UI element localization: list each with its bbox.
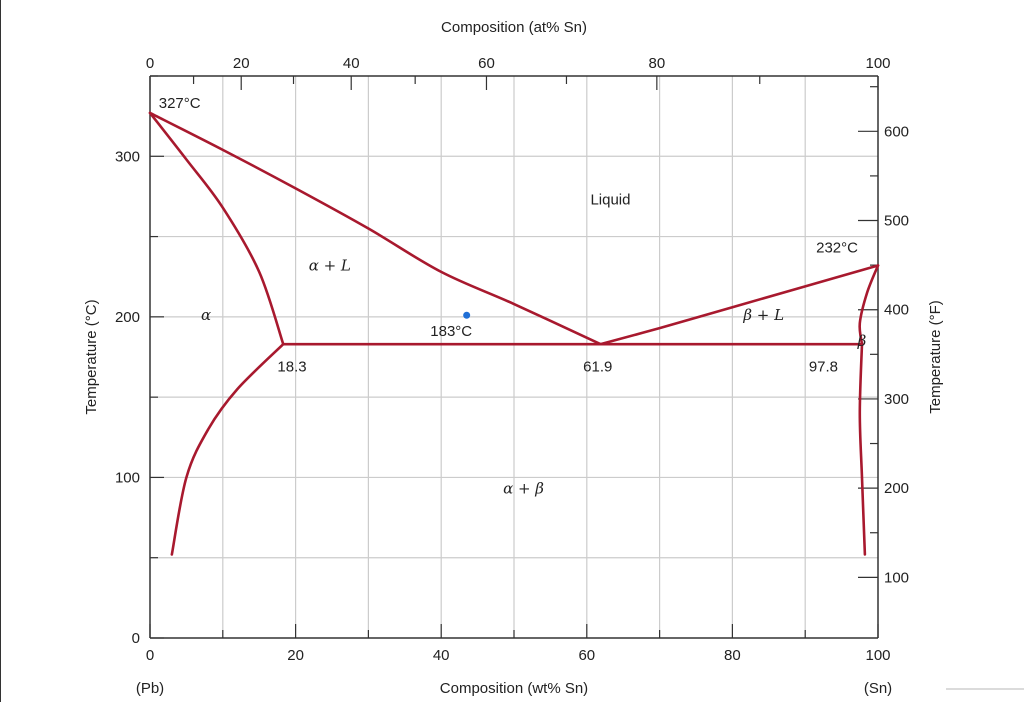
annotation-label: 232°C bbox=[816, 240, 858, 257]
x-tick-label-top: 100 bbox=[865, 55, 890, 72]
x-tick-label-top: 80 bbox=[648, 55, 665, 72]
y-tick-label-right: 500 bbox=[884, 213, 909, 230]
phase-region-label: α bbox=[201, 306, 211, 324]
phase-region-label: β + L bbox=[742, 306, 784, 324]
y-axis-label-left: Temperature (°C) bbox=[83, 299, 100, 414]
x-tick-label-bottom: 20 bbox=[287, 647, 304, 664]
phase-boundary-line bbox=[170, 342, 285, 556]
annotation-label: 18.3 bbox=[277, 358, 306, 375]
x-axis-label-bottom: Composition (wt% Sn) bbox=[440, 680, 588, 697]
phase-boundaries bbox=[148, 111, 880, 556]
annotations: 327°C 232°C 183°C 18.3 61.9 97.8 Liquid α + L α β… bbox=[159, 95, 867, 497]
x-tick-label-top: 40 bbox=[343, 55, 360, 72]
y-tick-label-left: 100 bbox=[115, 469, 140, 486]
y-tick-label-right: 100 bbox=[884, 569, 909, 586]
x-tick-label-bottom: 60 bbox=[578, 647, 595, 664]
y-tick-label-right: 300 bbox=[884, 391, 909, 408]
endpoint-label-right: (Sn) bbox=[864, 680, 892, 697]
phase-boundary-line bbox=[599, 264, 880, 346]
y-tick-label-left: 300 bbox=[115, 148, 140, 165]
y-axis-label-right: Temperature (°F) bbox=[927, 300, 944, 414]
y-tick-label-left: 200 bbox=[115, 309, 140, 326]
phase-region-label: β bbox=[857, 332, 867, 350]
ticks: 0 20 40 60 80 100 0 20 40 60 80 100 0 100 200 300 100 200… bbox=[115, 55, 909, 664]
phase-region-label: α + L bbox=[309, 256, 351, 274]
phase-boundary-line bbox=[148, 111, 285, 346]
y-tick-label-right: 400 bbox=[884, 302, 909, 319]
y-tick-label-left: 0 bbox=[132, 630, 140, 647]
phase-boundary-line bbox=[148, 111, 602, 346]
labels: Composition (at% Sn) Composition (wt% Sn… bbox=[83, 19, 944, 697]
x-axis-label-top: Composition (at% Sn) bbox=[441, 19, 587, 36]
composition-point bbox=[463, 311, 471, 319]
x-tick-label-top: 0 bbox=[146, 55, 154, 72]
grid bbox=[150, 76, 878, 638]
phase-boundary-line bbox=[858, 342, 867, 556]
x-tick-label-bottom: 100 bbox=[865, 647, 890, 664]
annotation-label: 97.8 bbox=[809, 358, 838, 375]
endpoint-label-left: (Pb) bbox=[136, 680, 164, 697]
phase-boundary-line bbox=[858, 264, 880, 346]
x-tick-label-bottom: 80 bbox=[724, 647, 741, 664]
phase-region-label: α + β bbox=[503, 479, 544, 497]
annotation-label: 61.9 bbox=[583, 358, 612, 375]
x-tick-label-top: 60 bbox=[478, 55, 495, 72]
annotation-label: 327°C bbox=[159, 95, 201, 112]
annotation-label: Liquid bbox=[590, 191, 630, 208]
x-tick-label-bottom: 0 bbox=[146, 647, 154, 664]
annotation-label: 183°C bbox=[430, 323, 472, 340]
y-tick-label-right: 600 bbox=[884, 123, 909, 140]
x-tick-label-bottom: 40 bbox=[433, 647, 450, 664]
y-tick-label-right: 200 bbox=[884, 480, 909, 497]
x-tick-label-top: 20 bbox=[233, 55, 250, 72]
